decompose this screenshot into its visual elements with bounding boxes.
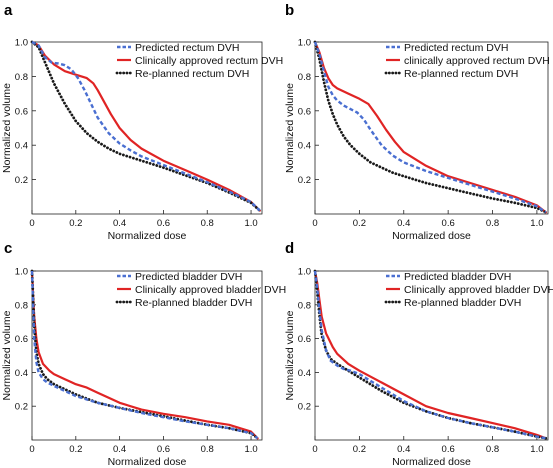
panel-letter: a (4, 2, 13, 19)
x-tick-label: 0.4 (113, 218, 126, 229)
legend-label: Re-planned bladder DVH (404, 297, 521, 309)
legend-label: clinically approved rectum DVH (404, 55, 550, 67)
x-tick-label: 0.6 (157, 218, 170, 229)
legend-label: Predicted rectum DVH (135, 42, 239, 54)
series-line-predicted (31, 40, 261, 212)
legend-label: Re-planned bladder DVH (135, 297, 252, 309)
plot-frame (31, 41, 263, 215)
x-tick-label: 0.8 (201, 218, 214, 229)
x-tick-label: 1.0 (530, 444, 543, 455)
x-tick-label: 0.6 (157, 444, 170, 455)
y-tick-label: 0.4 (15, 141, 28, 152)
plot-frame (31, 270, 263, 441)
series-line-clinical (313, 269, 547, 440)
plot-frame (314, 41, 549, 215)
x-tick-label: 0.2 (69, 218, 82, 229)
legend-label: Clinically approved bladder DVH (404, 284, 553, 296)
y-axis-label: Normalized volume (1, 310, 13, 400)
series-line-predicted (30, 270, 259, 440)
y-tick-label: 0.6 (15, 334, 28, 345)
series-line-clinical (30, 40, 261, 212)
panel-d: d 0 0.2 0.4 0.6 0.8 1.0 0.2 0.4 0.6 0.8 1.0 Normaliz… (284, 240, 553, 468)
legend-label: Re-planned rectum DVH (404, 68, 518, 80)
y-tick-label: 1.0 (298, 38, 311, 49)
series-line-replanned (313, 40, 548, 214)
y-axis-label: Normalized volume (284, 310, 296, 400)
x-tick-label: 0 (312, 444, 317, 455)
plot-frame (314, 270, 549, 441)
panel-letter: b (285, 2, 294, 19)
y-tick-label: 1.0 (15, 267, 28, 278)
x-tick-label: 0.4 (113, 444, 126, 455)
legend-label: Clinically approved bladder DVH (135, 284, 286, 296)
y-tick-label: 0.6 (298, 106, 311, 117)
y-tick-label: 0.4 (298, 368, 311, 379)
y-tick-label: 0.2 (15, 402, 28, 413)
y-tick-label: 0.2 (298, 402, 311, 413)
x-tick-label: 0.4 (397, 218, 410, 229)
legend-label: Predicted bladder DVH (404, 271, 511, 283)
panel-letter: d (285, 240, 294, 257)
y-tick-label: 0.8 (15, 72, 28, 83)
x-tick-label: 0.2 (69, 444, 82, 455)
x-tick-label: 0.8 (201, 444, 214, 455)
y-axis-label: Normalized volume (284, 83, 296, 173)
y-tick-label: 0.2 (15, 175, 28, 186)
x-tick-label: 1.0 (244, 444, 257, 455)
x-tick-label: 0.2 (353, 218, 366, 229)
series-line-predicted (313, 270, 547, 440)
x-tick-label: 0 (29, 218, 34, 229)
x-axis-label: Normalized dose (392, 456, 471, 468)
x-tick-label: 0.6 (442, 218, 455, 229)
legend-label: Clinically approved rectum DVH (135, 55, 283, 67)
y-tick-label: 0.8 (15, 300, 28, 311)
x-axis-label: Normalized dose (392, 230, 471, 242)
y-tick-label: 0.8 (298, 300, 311, 311)
x-axis-label: Normalized dose (108, 230, 187, 242)
legend-label: Predicted rectum DVH (404, 42, 508, 54)
y-tick-label: 0.4 (15, 368, 28, 379)
series-line-predicted (313, 41, 547, 214)
y-tick-label: 0.6 (15, 106, 28, 117)
series-line-clinical (313, 40, 547, 214)
x-tick-label: 0.2 (353, 444, 366, 455)
y-tick-label: 0.8 (298, 72, 311, 83)
panel-b: b 0 0.2 0.4 0.6 0.8 1.0 0.2 0.4 0.6 0.8 1.0 Normaliz… (284, 2, 550, 242)
panel-a: a 0 0.2 0.4 0.6 0.8 1.0 0.2 0.4 0.6 0.8 1.0 Normaliz… (1, 2, 283, 242)
x-tick-label: 0 (312, 218, 317, 229)
x-tick-label: 0.8 (486, 218, 499, 229)
y-tick-label: 1.0 (15, 38, 28, 49)
x-tick-label: 1.0 (530, 218, 543, 229)
y-tick-label: 1.0 (298, 267, 311, 278)
legend-label: Re-planned rectum DVH (135, 68, 249, 80)
x-axis-label: Normalized dose (108, 456, 187, 468)
legend-label: Predicted bladder DVH (135, 271, 242, 283)
panel-c: c 0 0.2 0.4 0.6 0.8 1.0 0.2 0.4 0.6 0.8 1.0 Normaliz… (1, 240, 286, 468)
series-line-replanned (313, 269, 548, 440)
panel-letter: c (4, 240, 12, 257)
series-line-replanned (30, 40, 262, 213)
y-axis-label: Normalized volume (1, 83, 13, 173)
series-line-clinical (30, 269, 259, 440)
y-tick-label: 0.6 (298, 334, 311, 345)
x-tick-label: 0.4 (397, 444, 410, 455)
x-tick-label: 0 (29, 444, 34, 455)
x-tick-label: 0.8 (486, 444, 499, 455)
y-tick-label: 0.2 (298, 175, 311, 186)
x-tick-label: 0.6 (442, 444, 455, 455)
y-tick-label: 0.4 (298, 141, 311, 152)
x-tick-label: 1.0 (244, 218, 257, 229)
